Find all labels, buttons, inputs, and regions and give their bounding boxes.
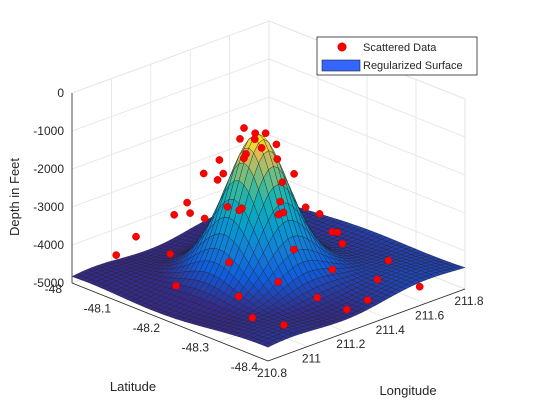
x-axis-label: Longitude bbox=[379, 383, 436, 398]
y-tick-label: -48.4 bbox=[231, 360, 259, 374]
x-tick-label: 211.8 bbox=[454, 294, 483, 308]
x-axis-line bbox=[267, 288, 466, 362]
scatter-point bbox=[273, 155, 282, 163]
scatter-point bbox=[274, 278, 282, 286]
scatter-point bbox=[170, 210, 179, 219]
scatter-point bbox=[313, 293, 322, 302]
y-tick-label: -48 bbox=[45, 282, 63, 296]
x-tick-label: 211.4 bbox=[376, 323, 405, 337]
z-tick-label: -4000 bbox=[33, 238, 64, 252]
scatter-point bbox=[223, 202, 232, 211]
legend: Scattered Data Regularized Surface bbox=[316, 36, 478, 76]
scatter-point bbox=[235, 206, 244, 215]
x-tick-label: 211.6 bbox=[415, 308, 444, 322]
scatter-point bbox=[290, 245, 298, 254]
y-axis-line bbox=[71, 282, 269, 362]
scatter-point bbox=[276, 197, 285, 206]
x-tick-label: 211 bbox=[302, 352, 321, 366]
scatter-point bbox=[274, 210, 283, 219]
scatter-point bbox=[338, 239, 347, 248]
scatter-point bbox=[373, 275, 382, 284]
scatter-point bbox=[301, 203, 310, 212]
scatter-point bbox=[240, 124, 248, 132]
scatter-point bbox=[363, 296, 372, 304]
scatter-point bbox=[242, 150, 250, 158]
scatter-point bbox=[132, 232, 140, 241]
legend-swatch-regularized-surface bbox=[321, 59, 361, 72]
scatter-point bbox=[112, 251, 121, 259]
axes-box bbox=[71, 93, 466, 362]
x-tick-label: 211.2 bbox=[336, 337, 365, 351]
z-tick-label: -5000 bbox=[33, 276, 64, 290]
scatter-point bbox=[219, 169, 228, 178]
scatter-point bbox=[248, 313, 257, 322]
scatter-point bbox=[225, 258, 233, 267]
legend-entry-scattered-data: Scattered Data bbox=[363, 42, 437, 54]
scatter-point bbox=[415, 282, 424, 291]
scatter-point bbox=[186, 209, 194, 217]
z-tick-label: -3000 bbox=[33, 200, 64, 214]
scatter-point bbox=[166, 250, 175, 258]
scatter-point bbox=[183, 198, 191, 207]
grid-line-z-side bbox=[268, 134, 466, 214]
grid-line-z-side bbox=[268, 58, 466, 138]
grid-line-z-side bbox=[268, 96, 466, 176]
legend-marker-scattered-data bbox=[337, 42, 347, 52]
z-axis-label: Depth in Feet bbox=[7, 158, 22, 236]
x-tick-label: 210.8 bbox=[257, 366, 287, 380]
grid-line-z-side bbox=[268, 172, 466, 252]
scatter-point bbox=[199, 169, 208, 178]
grid-line-z-back bbox=[71, 96, 270, 170]
y-axis-label: Latitude bbox=[110, 379, 156, 394]
scatter-point bbox=[261, 129, 270, 138]
scatter-point bbox=[215, 156, 224, 164]
scatter-point bbox=[234, 292, 243, 301]
scatter-point bbox=[250, 135, 259, 144]
surface-face bbox=[262, 342, 274, 348]
scatter-point bbox=[172, 281, 180, 290]
z-tick-label: -1000 bbox=[33, 124, 64, 138]
y-tick-label: -48.3 bbox=[182, 341, 210, 355]
box-edge-back bbox=[71, 20, 270, 94]
scattered-data-points bbox=[112, 124, 424, 329]
scatter-point bbox=[213, 176, 222, 184]
y-tick-label: -48.2 bbox=[133, 321, 161, 335]
scatter-point bbox=[315, 210, 324, 218]
scatter-point bbox=[384, 256, 393, 265]
z-tick-label: -2000 bbox=[33, 162, 64, 176]
regularized-surface bbox=[71, 133, 466, 348]
grid-line-z-back bbox=[71, 58, 270, 132]
z-tick-label: 0 bbox=[57, 86, 64, 100]
scatter-point bbox=[236, 135, 244, 143]
scatter-point bbox=[278, 178, 287, 187]
scatter-point bbox=[333, 228, 342, 237]
scatter-point bbox=[290, 170, 298, 178]
scatter-point bbox=[280, 321, 288, 329]
grid-line-z-back bbox=[71, 134, 270, 208]
scatter-point bbox=[200, 214, 209, 223]
scatter-point bbox=[328, 265, 337, 274]
y-tick-label: -48.1 bbox=[84, 302, 112, 316]
tick-labels: 0 -1000 -2000 -3000 -4000 -5000-48 -48.1 -48.2 -… bbox=[33, 86, 484, 380]
scatter-point bbox=[272, 140, 281, 149]
scatter-point bbox=[342, 305, 351, 314]
scatter-point bbox=[257, 144, 266, 152]
legend-entry-regularized-surface: Regularized Surface bbox=[363, 60, 463, 72]
